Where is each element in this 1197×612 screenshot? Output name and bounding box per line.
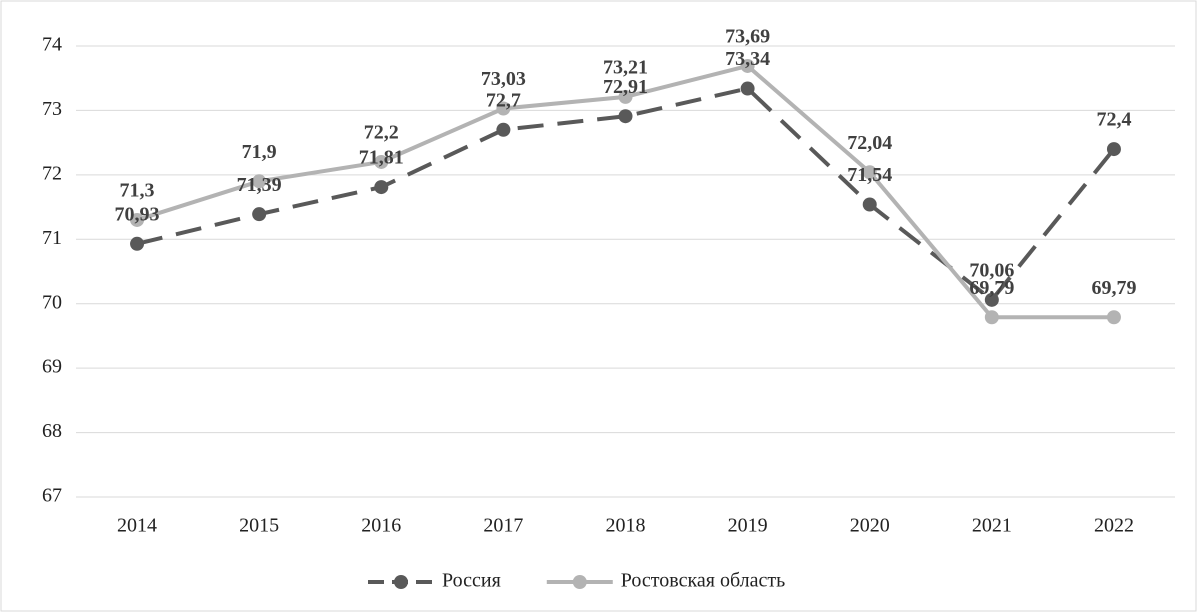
data-label: 71,81: [359, 147, 404, 169]
data-label: 73,69: [725, 26, 770, 48]
y-tick-label: 68: [42, 420, 62, 442]
y-tick-label: 71: [42, 227, 62, 249]
data-label: 72,2: [364, 122, 399, 144]
x-tick-label: 2015: [239, 515, 279, 537]
data-label: 69,79: [969, 277, 1014, 299]
point: [1106, 310, 1121, 325]
point: [740, 81, 755, 96]
point: [984, 292, 999, 307]
legend-marker: [394, 575, 408, 589]
x-tick-label: 2014: [117, 515, 157, 537]
y-tick-label: 73: [42, 98, 62, 120]
x-tick-label: 2016: [361, 515, 401, 537]
point: [252, 174, 267, 189]
point: [374, 180, 389, 195]
data-label: 73,34: [725, 48, 770, 70]
point: [862, 197, 877, 212]
point: [740, 58, 755, 73]
x-tick-label: 2021: [972, 515, 1012, 537]
point: [984, 310, 999, 325]
data-label: 72,91: [603, 76, 648, 98]
data-label: 70,06: [969, 259, 1014, 281]
data-label: 71,39: [237, 174, 282, 196]
x-tick-label: 2019: [728, 515, 768, 537]
point: [862, 165, 877, 180]
x-tick-label: 2018: [606, 515, 646, 537]
data-label: 72,04: [847, 132, 892, 154]
data-label: 73,21: [603, 56, 648, 78]
point: [130, 236, 145, 251]
data-label: 71,9: [242, 141, 277, 163]
point: [252, 207, 267, 222]
data-label: 69,79: [1091, 277, 1136, 299]
data-label: 72,7: [486, 89, 521, 111]
y-tick-label: 70: [42, 291, 62, 313]
point: [496, 122, 511, 137]
data-label: 73,03: [481, 68, 526, 90]
legend-label: Ростовская область: [621, 570, 785, 592]
point: [618, 109, 633, 124]
data-label: 71,54: [847, 164, 892, 186]
point: [374, 154, 389, 169]
point: [496, 101, 511, 116]
legend-marker: [572, 575, 587, 589]
data-label: 72,4: [1096, 109, 1131, 131]
y-tick-label: 67: [42, 485, 62, 507]
data-label: 71,3: [120, 180, 155, 202]
legend-label: Россия: [442, 570, 501, 592]
point: [618, 89, 633, 104]
point: [130, 212, 145, 227]
point: [1106, 142, 1121, 157]
x-tick-label: 2017: [483, 515, 523, 537]
y-tick-label: 74: [42, 34, 62, 56]
y-tick-label: 72: [42, 162, 62, 184]
x-tick-label: 2020: [850, 515, 890, 537]
y-tick-label: 69: [42, 356, 62, 378]
x-tick-label: 2022: [1094, 515, 1134, 537]
data-label: 70,93: [115, 203, 160, 225]
